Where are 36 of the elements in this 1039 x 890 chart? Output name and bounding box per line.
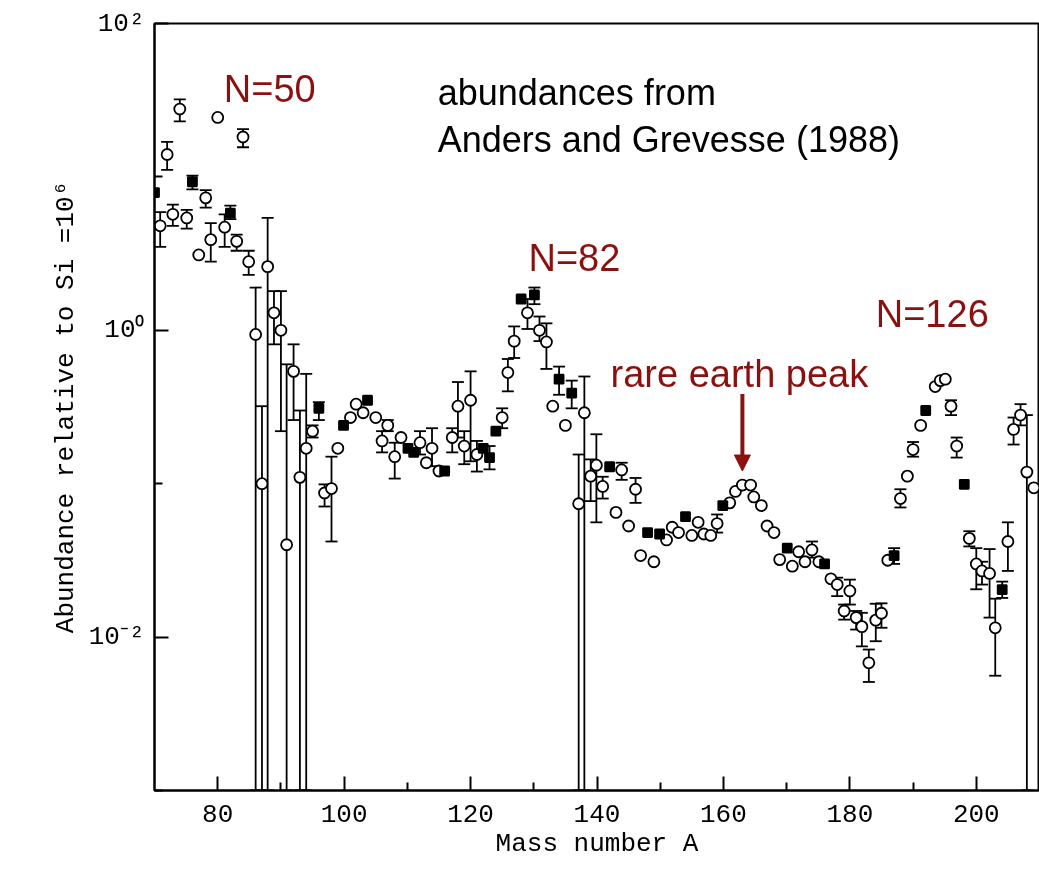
point (958, 478, 970, 490)
point (484, 452, 495, 463)
annotation: N=50 (223, 68, 316, 111)
y-tick-label: 10² (97, 8, 145, 39)
point (313, 402, 325, 414)
x-tick-label: 100 (320, 799, 368, 830)
point (781, 542, 793, 554)
point (529, 289, 540, 301)
point (477, 442, 489, 454)
point (604, 461, 616, 473)
y-axis-title: Abundance relative to Si =10⁶ (50, 180, 81, 634)
x-tick-label: 140 (573, 799, 621, 830)
point (338, 419, 349, 431)
point (920, 405, 932, 416)
x-tick-label: 200 (952, 799, 1000, 830)
y-tick-label: 10⁻² (88, 622, 145, 653)
point (515, 293, 527, 305)
point (362, 394, 373, 406)
point (553, 373, 565, 385)
annotation: N=126 (875, 292, 989, 335)
point (490, 425, 502, 437)
point (654, 528, 665, 540)
annotation: N=82 (528, 236, 621, 279)
x-tick-label: 180 (826, 799, 874, 830)
point (996, 584, 1008, 595)
x-axis-title: Mass number A (495, 828, 699, 859)
point (642, 527, 653, 538)
y-tick-label: 10⁰ (104, 314, 145, 346)
x-tick-label: 80 (202, 799, 234, 830)
x-tick-label: 120 (447, 799, 494, 830)
point (680, 511, 691, 523)
x-tick-label: 160 (700, 799, 747, 830)
annotation: abundances from Anders and Grevesse (1988) (437, 71, 900, 160)
annotation: rare earth peak (610, 353, 870, 396)
point (408, 446, 420, 458)
point (566, 387, 578, 399)
